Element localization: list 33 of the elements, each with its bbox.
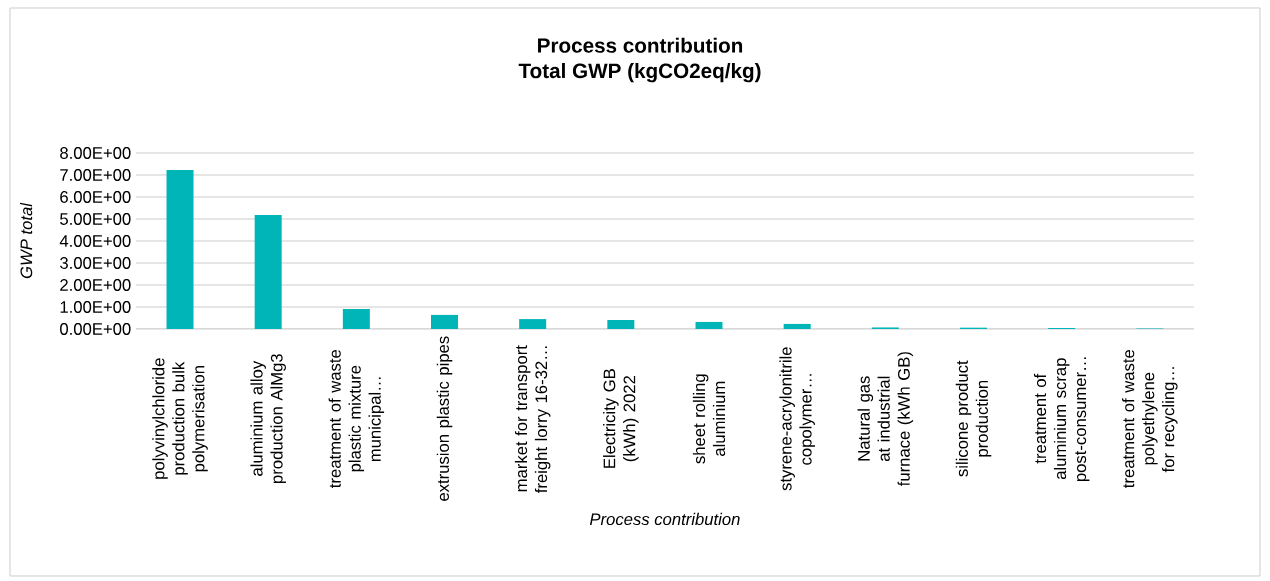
y-tick-label: 7.00E+00 (60, 169, 131, 181)
bar (166, 169, 194, 329)
bar (431, 314, 459, 329)
x-tick-label: market for transport freight lorry 16-32… (514, 345, 551, 494)
x-tick-label: treatment of aluminium scrap post-consumer… (1033, 357, 1090, 482)
x-tick-label: treatment of waste plastic mixture municipal… (328, 349, 385, 488)
y-tick-label: 5.00E+00 (60, 213, 131, 225)
bar (783, 323, 811, 329)
x-tick-label: extrusion plastic pipes (436, 336, 453, 501)
y-tick-label: 0.00E+00 (60, 323, 131, 335)
y-tick-label: 6.00E+00 (60, 191, 131, 203)
y-tick-label: 3.00E+00 (60, 257, 131, 269)
bar (519, 319, 547, 329)
chart-subtitle: Total GWP (kgCO2eq/kg) (518, 62, 761, 83)
x-tick-label: sheet rolling aluminium (692, 374, 726, 464)
x-tick-label: treatment of waste polyethylene for recycling… (1122, 349, 1178, 488)
x-tick-label: polyvinylchloride production bulk polymerisation (152, 358, 208, 479)
bar (607, 319, 635, 329)
bar (342, 308, 370, 329)
x-tick-label: aluminium alloy production AlMg3 (250, 354, 286, 483)
x-axis-title: Process contribution (589, 512, 740, 526)
bar (254, 215, 282, 329)
y-tick-label: 8.00E+00 (60, 147, 131, 159)
y-tick-label: 4.00E+00 (59, 235, 131, 247)
y-tick-label: 2.00E+00 (60, 279, 131, 291)
x-tick-label: Electricity GB (kWh) 2022 (603, 369, 639, 468)
x-tick-label: styrene-acrylonitrile copolymer… (779, 347, 815, 491)
y-axis-title: GWP total (19, 202, 33, 279)
y-tick-label: 1.00E+00 (60, 301, 131, 313)
x-tick-label: silicone product production (955, 360, 992, 477)
chart-title: Process contribution (538, 37, 743, 53)
x-tick-label: Natural gas at industrial furnace (kWh GB) (857, 352, 914, 487)
bar (695, 321, 723, 329)
